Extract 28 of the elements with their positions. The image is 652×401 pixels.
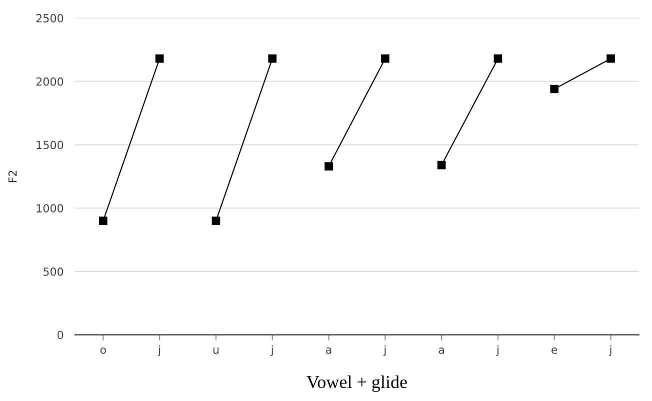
point (268, 54, 277, 63)
y-tick-label: 0 (58, 330, 64, 340)
x-tick-label: u (213, 347, 218, 354)
x-tick-label: j (158, 345, 160, 356)
point (437, 160, 446, 170)
point (550, 84, 559, 94)
point (155, 54, 164, 63)
point (324, 162, 333, 170)
point (494, 54, 502, 63)
x-tick-label: o (100, 347, 106, 354)
x-tick-label: e (552, 347, 558, 354)
x-tick-label: a (326, 347, 332, 354)
point (381, 54, 390, 63)
x-tick-label: a (438, 347, 444, 354)
x-tick-label: j (270, 345, 273, 356)
x-tick-label: j (496, 345, 498, 356)
x-tick-label: j (383, 345, 386, 356)
point (606, 54, 615, 63)
point (212, 216, 220, 225)
y-axis-title: F2 (8, 170, 17, 182)
y-tick-label: 1500 (36, 140, 64, 150)
point (99, 216, 108, 225)
y-tick-label: 500 (44, 267, 64, 276)
y-tick-label: 1000 (36, 204, 64, 212)
x-tick-label: j (609, 345, 612, 356)
x-axis-title: Vowel + glide (306, 375, 407, 392)
y-tick-label: 2500 (36, 14, 64, 22)
y-tick-label: 2000 (36, 77, 64, 86)
